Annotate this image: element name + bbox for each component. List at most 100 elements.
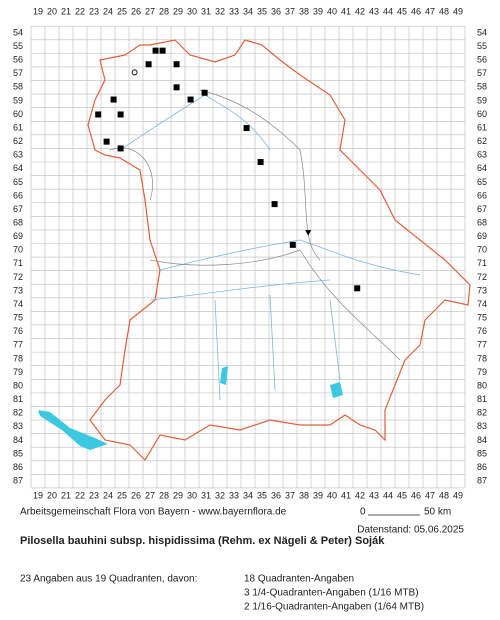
record-square bbox=[110, 96, 117, 103]
col-label: 34 bbox=[243, 6, 253, 16]
col-label: 24 bbox=[103, 6, 113, 16]
row-label: 66 bbox=[13, 190, 23, 200]
row-label: 60 bbox=[477, 109, 487, 119]
record-square bbox=[95, 111, 102, 118]
col-label: 31 bbox=[201, 6, 211, 16]
row-label: 55 bbox=[477, 41, 487, 51]
row-label: 85 bbox=[477, 448, 487, 458]
row-label: 83 bbox=[477, 421, 487, 431]
col-label: 43 bbox=[369, 6, 379, 16]
col-label: 29 bbox=[173, 6, 183, 16]
col-label: 46 bbox=[411, 6, 421, 16]
col-label: 26 bbox=[131, 490, 141, 500]
row-label: 61 bbox=[13, 122, 23, 132]
row-label: 55 bbox=[13, 41, 23, 51]
row-label: 69 bbox=[13, 231, 23, 241]
col-label: 39 bbox=[313, 490, 323, 500]
row-label: 59 bbox=[13, 95, 23, 105]
col-label: 24 bbox=[103, 490, 113, 500]
record-triangle bbox=[305, 230, 312, 236]
col-label: 23 bbox=[89, 6, 99, 16]
col-label: 35 bbox=[257, 6, 267, 16]
row-label: 77 bbox=[477, 340, 487, 350]
col-label: 49 bbox=[453, 6, 463, 16]
row-label: 67 bbox=[477, 204, 487, 214]
bavaria-border bbox=[87, 39, 471, 461]
col-label: 27 bbox=[145, 6, 155, 16]
record-square bbox=[243, 125, 250, 132]
col-label: 36 bbox=[271, 490, 281, 500]
col-label: 44 bbox=[383, 490, 393, 500]
row-label: 63 bbox=[13, 150, 23, 160]
row-label: 58 bbox=[477, 82, 487, 92]
row-label: 86 bbox=[13, 462, 23, 472]
markers bbox=[95, 47, 361, 292]
col-label: 41 bbox=[341, 490, 351, 500]
row-label: 76 bbox=[13, 326, 23, 336]
col-label: 33 bbox=[229, 6, 239, 16]
rivers bbox=[119, 94, 421, 401]
record-square bbox=[159, 47, 166, 54]
col-label: 25 bbox=[117, 490, 127, 500]
row-label: 72 bbox=[477, 272, 487, 282]
row-label: 56 bbox=[13, 55, 23, 65]
col-label: 47 bbox=[425, 6, 435, 16]
row-label: 61 bbox=[477, 122, 487, 132]
row-label: 63 bbox=[477, 150, 487, 160]
col-label: 28 bbox=[159, 490, 169, 500]
lake bbox=[330, 382, 343, 398]
col-label: 23 bbox=[89, 490, 99, 500]
col-label: 29 bbox=[173, 490, 183, 500]
col-label: 39 bbox=[313, 6, 323, 16]
col-label: 20 bbox=[47, 490, 57, 500]
col-label: 22 bbox=[75, 490, 85, 500]
row-label: 80 bbox=[477, 380, 487, 390]
col-label: 35 bbox=[257, 490, 267, 500]
col-label: 37 bbox=[285, 490, 295, 500]
col-label: 49 bbox=[453, 490, 463, 500]
row-label: 81 bbox=[477, 394, 487, 404]
row-label: 84 bbox=[477, 435, 487, 445]
row-label: 71 bbox=[477, 258, 487, 268]
row-label: 56 bbox=[477, 55, 487, 65]
col-label: 25 bbox=[117, 6, 127, 16]
row-label: 80 bbox=[13, 380, 23, 390]
row-label: 67 bbox=[13, 204, 23, 214]
col-label: 48 bbox=[439, 6, 449, 16]
date: Datenstand: 05.06.2025 bbox=[357, 525, 464, 536]
row-label: 82 bbox=[13, 408, 23, 418]
col-label: 45 bbox=[397, 490, 407, 500]
col-label: 45 bbox=[397, 6, 407, 16]
row-label: 59 bbox=[477, 95, 487, 105]
row-label: 54 bbox=[13, 27, 23, 37]
record-square bbox=[117, 145, 124, 152]
col-label: 21 bbox=[61, 490, 71, 500]
row-label: 75 bbox=[477, 313, 487, 323]
col-label: 47 bbox=[425, 490, 435, 500]
col-label: 40 bbox=[327, 6, 337, 16]
row-label: 65 bbox=[13, 177, 23, 187]
col-label: 27 bbox=[145, 490, 155, 500]
title: Pilosella bauhini subsp. hispidissima (R… bbox=[20, 535, 385, 547]
record-square bbox=[201, 89, 208, 96]
row-label: 79 bbox=[477, 367, 487, 377]
grid: 19 19 20 20 21 21 22 22 23 23 24 24 25 25 26 26 27 27 28 28… bbox=[13, 6, 487, 500]
row-label: 74 bbox=[477, 299, 487, 309]
record-square bbox=[117, 111, 124, 118]
record-square bbox=[152, 47, 159, 54]
record-square bbox=[354, 285, 361, 292]
row-label: 78 bbox=[477, 353, 487, 363]
col-label: 40 bbox=[327, 490, 337, 500]
row-label: 74 bbox=[13, 299, 23, 309]
record-square bbox=[187, 96, 194, 103]
col-label: 31 bbox=[201, 490, 211, 500]
scale-start: 0 bbox=[360, 507, 366, 518]
row-label: 87 bbox=[477, 476, 487, 486]
col-label: 19 bbox=[33, 490, 43, 500]
col-label: 37 bbox=[285, 6, 295, 16]
record-square bbox=[145, 61, 152, 68]
col-label: 41 bbox=[341, 6, 351, 16]
record-square bbox=[289, 241, 296, 248]
scale-end: 50 km bbox=[424, 507, 451, 518]
row-label: 79 bbox=[13, 367, 23, 377]
